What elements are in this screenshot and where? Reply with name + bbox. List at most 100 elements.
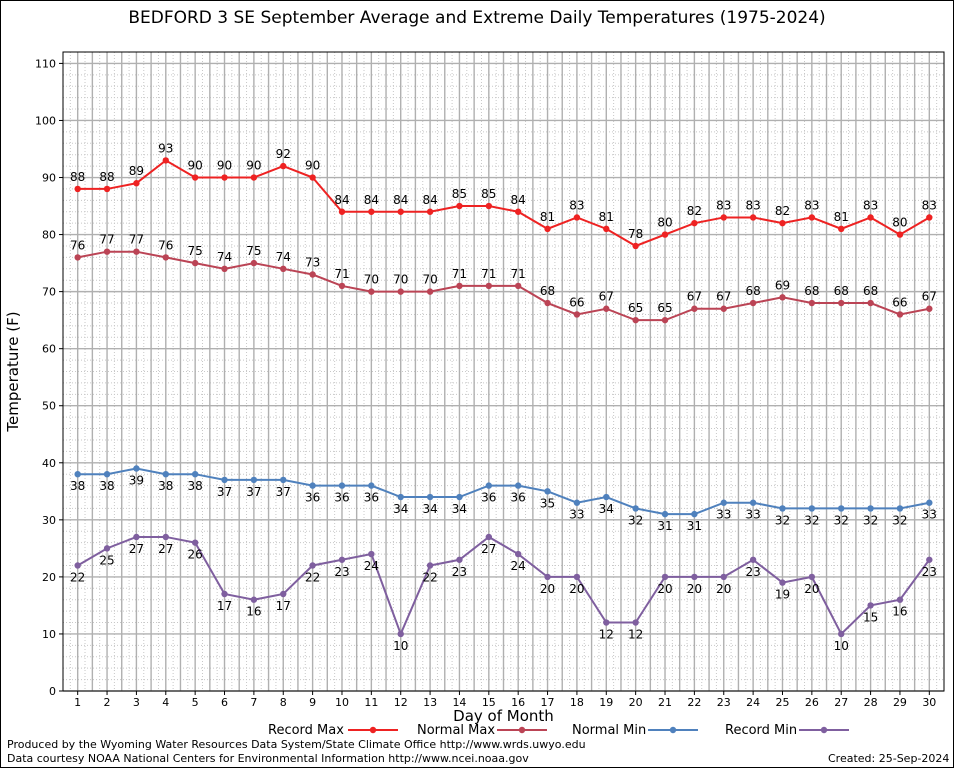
record-min-data-label: 16	[892, 605, 907, 619]
record-max-point	[749, 214, 757, 221]
record-min-data-label: 23	[922, 565, 937, 579]
normal-max-data-label: 77	[129, 233, 144, 247]
record-min-point	[808, 573, 816, 581]
normal-min-data-label: 32	[628, 513, 643, 527]
record-min-data-label: 15	[863, 610, 878, 624]
normal-max-data-label: 71	[452, 267, 467, 281]
normal-max-data-label: 67	[716, 290, 731, 304]
normal-max-data-label: 67	[922, 290, 937, 304]
normal-min-data-label: 36	[305, 491, 320, 505]
normal-max-data-label: 68	[540, 284, 555, 298]
normal-min-point	[250, 476, 258, 484]
x-tick-label: 18	[570, 696, 584, 709]
normal-min-data-label: 36	[364, 491, 379, 505]
normal-min-data-label: 34	[599, 502, 614, 516]
record-max-data-label: 84	[511, 193, 526, 207]
record-max-data-label: 85	[452, 187, 467, 201]
record-max-point	[103, 185, 111, 193]
record-min-point	[749, 556, 757, 563]
record-min-data-label: 17	[217, 599, 232, 613]
x-tick-label: 20	[629, 696, 643, 709]
normal-min-point	[867, 505, 874, 512]
record-min-data-label: 22	[70, 570, 85, 584]
normal-max-data-label: 71	[511, 267, 526, 281]
record-min-point	[867, 602, 874, 609]
normal-min-point	[456, 493, 463, 501]
record-max-point	[779, 219, 786, 227]
normal-min-point	[368, 482, 375, 489]
record-min-point	[779, 579, 786, 586]
record-min-data-label: 27	[481, 542, 496, 556]
record-max-data-label: 80	[892, 216, 907, 230]
normal-max-point	[544, 299, 551, 307]
normal-max-point	[74, 254, 81, 261]
x-tick-label: 5	[192, 696, 199, 709]
x-tick-label: 17	[541, 696, 555, 709]
record-max-data-label: 84	[364, 193, 379, 207]
normal-max-data-label: 67	[599, 290, 614, 304]
y-tick-label: 30	[42, 514, 56, 527]
legend-marker-record-max	[369, 726, 377, 734]
record-max-point	[397, 208, 404, 215]
normal-min-data-label: 38	[99, 479, 114, 493]
normal-min-data-label: 32	[834, 513, 849, 527]
normal-max-data-label: 76	[70, 238, 85, 252]
x-tick-label: 7	[250, 696, 257, 709]
record-min-point	[632, 619, 639, 626]
normal-max-data-label: 66	[569, 295, 584, 309]
normal-min-point	[162, 470, 169, 478]
normal-min-point	[661, 510, 669, 518]
normal-max-point	[720, 305, 727, 312]
normal-max-point	[397, 288, 404, 295]
legend-marker-record-min	[820, 726, 828, 734]
footer-created: Created: 25-Sep-2024	[828, 752, 950, 765]
footer-produced-by: Produced by the Wyoming Water Resources …	[7, 738, 586, 751]
record-max-data-label: 90	[217, 159, 232, 173]
record-min-data-label: 24	[511, 559, 526, 573]
normal-min-point	[603, 493, 610, 501]
normal-max-data-label: 67	[687, 290, 702, 304]
normal-min-data-label: 31	[687, 519, 702, 533]
record-max-point	[280, 162, 287, 170]
record-min-point	[544, 573, 551, 581]
normal-min-point	[74, 470, 81, 478]
normal-max-data-label: 68	[804, 284, 819, 298]
record-max-data-label: 81	[834, 210, 849, 224]
normal-min-point	[103, 470, 111, 478]
record-min-data-label: 16	[246, 605, 261, 619]
y-tick-label: 80	[42, 229, 56, 242]
record-min-data-label: 19	[775, 588, 790, 602]
record-min-point	[250, 596, 258, 603]
normal-max-point	[456, 282, 463, 290]
normal-min-line	[77, 467, 930, 516]
legend-marker-normal-min	[669, 726, 677, 734]
normal-min-data-label: 34	[422, 502, 437, 516]
record-max-data-label: 78	[628, 227, 643, 241]
normal-min-data-label: 34	[452, 502, 467, 516]
record-min-point	[691, 573, 698, 581]
record-max-data-label: 90	[246, 159, 261, 173]
footer-data-courtesy: Data courtesy NOAA National Centers for …	[7, 752, 529, 765]
record-max-data-label: 84	[393, 193, 408, 207]
normal-max-data-label: 76	[158, 238, 173, 252]
record-max-data-label: 89	[129, 164, 144, 178]
record-min-point	[720, 573, 727, 581]
normal-max-data-label: 70	[364, 273, 379, 287]
record-min-point	[338, 556, 346, 563]
normal-min-point	[309, 482, 316, 489]
normal-max-data-label: 75	[188, 244, 203, 258]
record-min-data-label: 20	[687, 582, 702, 596]
record-max-data-label: 83	[716, 198, 731, 212]
normal-min-data-label: 36	[334, 491, 349, 505]
record-max-point	[838, 225, 845, 233]
record-min-data-label: 27	[158, 542, 173, 556]
normal-max-point	[191, 259, 199, 267]
x-tick-label: 8	[280, 696, 287, 709]
record-min-data-label: 27	[129, 542, 144, 556]
x-tick-label: 14	[452, 696, 466, 709]
normal-max-line	[77, 250, 930, 322]
record-min-point	[74, 562, 81, 569]
normal-max-point	[838, 299, 845, 307]
normal-max-data-label: 68	[834, 284, 849, 298]
normal-max-point	[368, 288, 375, 295]
